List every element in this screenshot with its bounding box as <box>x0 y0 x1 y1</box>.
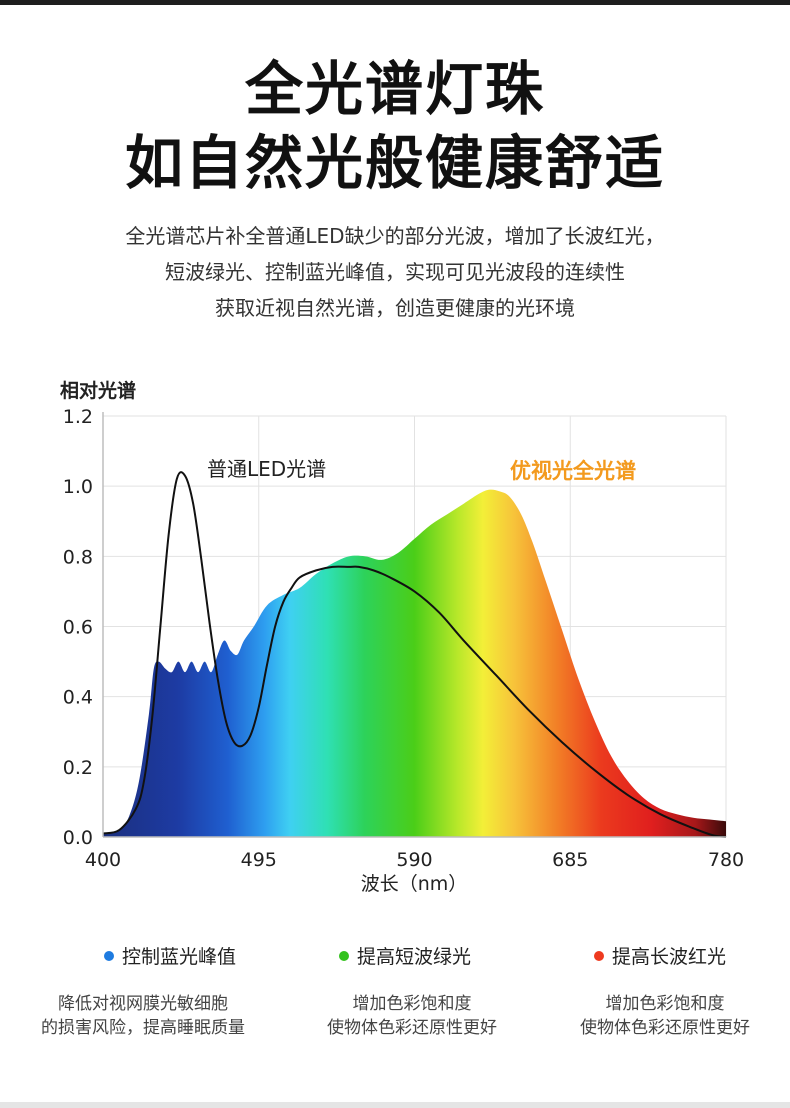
feature-desc-blue: 降低对视网膜光敏细胞 的损害风险，提高睡眠质量 <box>3 992 283 1040</box>
feature-red-boost: 提高长波红光 <box>530 942 790 969</box>
series-full-spectrum-area <box>103 489 726 837</box>
blue-dot-icon <box>103 950 114 961</box>
x-axis-label: 波长（nm） <box>361 873 468 895</box>
feature-desc-line: 增加色彩饱和度 <box>605 994 725 1014</box>
red-dot-icon <box>593 950 604 961</box>
y-tick-label: 1.0 <box>63 476 93 498</box>
feature-title: 控制蓝光峰值 <box>121 946 236 968</box>
axes: 0.0 0.2 0.4 0.6 0.8 1.0 1.2 400 495 590 685 780 <box>63 406 744 871</box>
y-tick-label: 0.4 <box>63 687 93 709</box>
series-label-led: 普通LED光谱 <box>207 457 326 481</box>
feature-desc-line: 降低对视网膜光敏细胞 <box>58 994 228 1014</box>
series-label-full-spectrum: 优视光全光谱 <box>510 459 636 483</box>
description-line1: 全光谱芯片补全普通LED缺少的部分光波，增加了长波红光， <box>125 224 665 248</box>
y-tick-label: 0.8 <box>63 546 93 568</box>
feature-desc-line: 使物体色彩还原性更好 <box>580 1018 750 1038</box>
description-line2: 短波绿光、控制蓝光峰值，实现可见光波段的连续性 <box>165 260 625 284</box>
x-tick-label: 780 <box>708 849 744 871</box>
feature-desc-line: 的损害风险，提高睡眠质量 <box>41 1018 245 1038</box>
x-tick-label: 400 <box>85 849 121 871</box>
feature-green-boost: 提高短波绿光 <box>275 942 535 969</box>
x-tick-label: 495 <box>241 849 277 871</box>
page-title-line2: 如自然光般健康舒适 <box>124 129 665 197</box>
feature-title: 提高长波红光 <box>611 946 726 968</box>
feature-desc-line: 使物体色彩还原性更好 <box>327 1018 497 1038</box>
y-tick-label: 0.0 <box>63 827 93 849</box>
series-led-line <box>102 471 727 838</box>
feature-desc-line: 增加色彩饱和度 <box>352 994 472 1014</box>
green-dot-icon <box>338 950 349 961</box>
y-tick-label: 0.2 <box>63 757 93 779</box>
y-axis-label: 相对光谱 <box>60 379 136 402</box>
feature-title: 提高短波绿光 <box>356 946 471 968</box>
feature-desc-green: 增加色彩饱和度 使物体色彩还原性更好 <box>272 992 552 1040</box>
spectrum-chart: 0.0 0.2 0.4 0.6 0.8 1.0 1.2 400 495 590 685 780 相对光… <box>60 379 744 895</box>
bottom-bar <box>0 1102 790 1108</box>
feature-desc-red: 增加色彩饱和度 使物体色彩还原性更好 <box>525 992 790 1040</box>
description-line3: 获取近视自然光谱，创造更健康的光环境 <box>215 296 575 320</box>
x-tick-label: 590 <box>396 849 432 871</box>
x-tick-label: 685 <box>552 849 588 871</box>
feature-blue-control: 控制蓝光峰值 <box>40 942 300 969</box>
y-tick-label: 1.2 <box>63 406 93 428</box>
y-tick-label: 0.6 <box>63 617 93 639</box>
page-title-line1: 全光谱灯珠 <box>244 55 545 123</box>
top-bar <box>0 0 790 5</box>
